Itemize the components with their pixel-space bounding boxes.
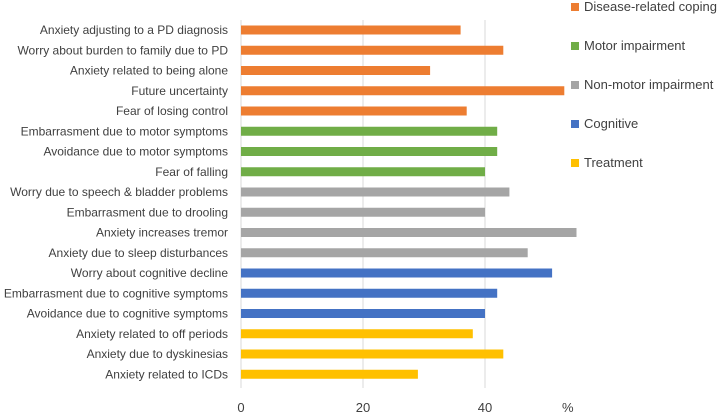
bars — [241, 25, 577, 379]
bar — [241, 147, 498, 156]
legend-swatch — [571, 159, 579, 167]
bar — [241, 369, 418, 379]
bar — [241, 248, 528, 258]
category-label: Fear of losing control — [116, 104, 228, 118]
bar — [241, 187, 510, 197]
bar — [241, 106, 467, 116]
category-label: Anxiety related to being alone — [70, 64, 228, 78]
category-label: Anxiety related to off periods — [76, 327, 228, 341]
category-label: Worry about cognitive decline — [71, 266, 229, 280]
category-label: Worry due to speech & bladder problems — [10, 185, 228, 199]
category-label: Avoidance due to cognitive symptoms — [27, 307, 228, 321]
category-labels: Anxiety adjusting to a PD diagnosis Worry… — [4, 23, 228, 381]
category-label: Anxiety due to dyskinesias — [87, 347, 228, 361]
legend: Disease-related coping Motor impairment No… — [571, 0, 717, 170]
category-label: Anxiety increases tremor — [96, 226, 228, 240]
legend-swatch — [571, 120, 579, 128]
x-tick-label: 20 — [356, 400, 370, 413]
x-axis-ticks: 0 20 40 — [237, 400, 492, 413]
category-label: Fear of falling — [155, 165, 228, 179]
bar — [241, 288, 498, 298]
bar — [241, 167, 485, 177]
category-label: Anxiety adjusting to a PD diagnosis — [40, 23, 228, 37]
bar — [241, 86, 565, 96]
legend-label: Disease-related coping — [584, 0, 717, 14]
bar — [241, 268, 553, 278]
bar — [241, 228, 577, 237]
legend-swatch — [571, 81, 579, 89]
legend-swatch — [571, 3, 579, 11]
bar — [241, 329, 473, 339]
legend-label: Cognitive — [584, 116, 638, 131]
category-label: Embarrasment due to cognitive symptoms — [4, 286, 228, 300]
bar — [241, 25, 461, 35]
gridlines — [240, 20, 486, 388]
legend-label: Non-motor impairment — [584, 77, 714, 92]
category-label: Anxiety due to sleep disturbances — [49, 246, 228, 260]
x-tick-label: 40 — [478, 400, 492, 413]
bar — [241, 45, 504, 55]
bar — [241, 207, 485, 217]
category-label: Embarrasment due to motor symptoms — [21, 124, 228, 138]
bar — [241, 349, 504, 359]
category-label: Worry about burden to family due to PD — [17, 43, 228, 57]
x-axis-unit-label: % — [562, 400, 574, 413]
category-label: Future uncertainty — [131, 84, 228, 98]
bar — [241, 66, 431, 75]
legend-swatch — [571, 42, 579, 50]
x-tick-label: 0 — [237, 400, 244, 413]
category-label: Embarrasment due to drooling — [67, 205, 228, 219]
legend-label: Motor impairment — [584, 38, 686, 53]
category-label: Avoidance due to motor symptoms — [43, 145, 228, 159]
category-label: Anxiety related to ICDs — [105, 367, 228, 381]
bar — [241, 126, 498, 136]
legend-label: Treatment — [584, 155, 643, 170]
bar — [241, 309, 485, 318]
